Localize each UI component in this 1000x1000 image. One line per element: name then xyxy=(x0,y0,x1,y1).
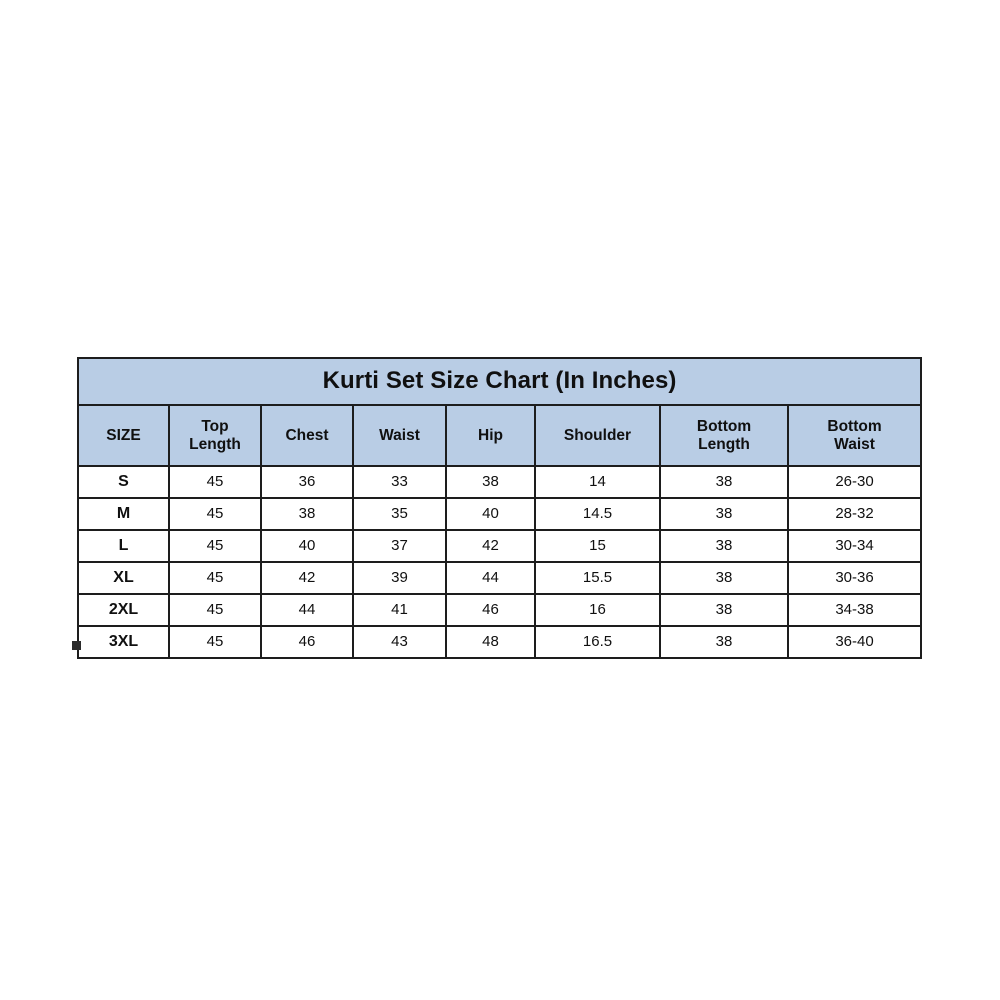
cell-waist: 35 xyxy=(352,497,447,531)
column-header-bottom-length: Bottom Length xyxy=(659,404,789,467)
column-header-bottom-waist-line-1: Bottom xyxy=(827,418,882,436)
cell-shoulder: 15 xyxy=(534,529,661,563)
column-header-size: SIZE xyxy=(77,404,170,467)
column-header-waist-line-1: Waist xyxy=(379,426,420,444)
table-title-row: Kurti Set Size Chart (In Inches) xyxy=(76,357,923,406)
cell-bottom-length: 38 xyxy=(659,561,789,595)
cell-top-length: 45 xyxy=(168,593,262,627)
cell-hip: 48 xyxy=(445,625,536,659)
cell-top-length: 45 xyxy=(168,561,262,595)
column-header-shoulder: Shoulder xyxy=(534,404,661,467)
cell-hip: 40 xyxy=(445,497,536,531)
cell-chest: 42 xyxy=(260,561,354,595)
cell-bottom-length: 38 xyxy=(659,465,789,499)
column-header-bottom-length-line-2: Length xyxy=(698,435,750,453)
cell-waist: 39 xyxy=(352,561,447,595)
cell-bottom-waist: 26-30 xyxy=(786,465,923,499)
cell-bottom-waist: 30-34 xyxy=(786,529,923,563)
cell-top-length: 45 xyxy=(168,625,262,659)
cell-hip: 42 xyxy=(445,529,536,563)
cell-bottom-length: 38 xyxy=(659,593,789,627)
column-header-bottom-waist: Bottom Waist xyxy=(786,404,923,467)
cell-bottom-waist: 34-38 xyxy=(786,593,923,627)
column-header-bottom-waist-line-2: Waist xyxy=(834,435,875,453)
column-header-chest-line-1: Chest xyxy=(285,426,329,444)
table-body: S 45 36 33 38 14 38 26-30 M 45 38 35 40 … xyxy=(77,465,923,659)
table-row: M 45 38 35 40 14.5 38 28-32 xyxy=(77,497,923,531)
cell-bottom-waist: 30-36 xyxy=(786,561,923,595)
cell-waist: 43 xyxy=(352,625,447,659)
cell-size: M xyxy=(77,497,170,531)
column-header-top-length-line-1: Top xyxy=(201,418,229,436)
size-chart-container: Kurti Set Size Chart (In Inches) SIZE To… xyxy=(72,357,923,659)
column-header-chest: Chest xyxy=(260,404,354,467)
table-row: S 45 36 33 38 14 38 26-30 xyxy=(77,465,923,499)
cell-hip: 44 xyxy=(445,561,536,595)
column-header-size-line-1: SIZE xyxy=(106,426,141,444)
cell-bottom-length: 38 xyxy=(659,625,789,659)
table-row: L 45 40 37 42 15 38 30-34 xyxy=(77,529,923,563)
cell-chest: 40 xyxy=(260,529,354,563)
column-header-bottom-length-line-1: Bottom xyxy=(696,418,752,436)
table-row: 2XL 45 44 41 46 16 38 34-38 xyxy=(77,593,923,627)
column-header-top-length: Top Length xyxy=(168,404,262,467)
cell-waist: 37 xyxy=(352,529,447,563)
table-row: XL 45 42 39 44 15.5 38 30-36 xyxy=(77,561,923,595)
cell-shoulder: 16.5 xyxy=(534,625,661,659)
cell-shoulder: 15.5 xyxy=(534,561,661,595)
cell-size: 3XL xyxy=(77,625,170,659)
cell-chest: 44 xyxy=(260,593,354,627)
cell-hip: 46 xyxy=(445,593,536,627)
page-title: Kurti Set Size Chart (In Inches) xyxy=(76,357,923,406)
column-header-top-length-line-2: Length xyxy=(189,435,241,453)
cell-size: L xyxy=(77,529,170,563)
cell-shoulder: 16 xyxy=(534,593,661,627)
cell-bottom-waist: 28-32 xyxy=(786,497,923,531)
cell-top-length: 45 xyxy=(168,529,262,563)
cell-hip: 38 xyxy=(445,465,536,499)
column-header-hip-line-1: Hip xyxy=(478,426,503,444)
cell-size: S xyxy=(77,465,170,499)
cell-size: 2XL xyxy=(77,593,170,627)
cell-chest: 46 xyxy=(260,625,354,659)
cell-shoulder: 14 xyxy=(534,465,661,499)
table-resize-handle[interactable] xyxy=(72,641,81,650)
cell-bottom-waist: 36-40 xyxy=(786,625,923,659)
cell-chest: 38 xyxy=(260,497,354,531)
column-header-hip: Hip xyxy=(445,404,536,467)
cell-chest: 36 xyxy=(260,465,354,499)
size-chart-table: Kurti Set Size Chart (In Inches) SIZE To… xyxy=(76,357,923,659)
column-header-waist: Waist xyxy=(352,404,447,467)
cell-top-length: 45 xyxy=(168,497,262,531)
cell-bottom-length: 38 xyxy=(659,529,789,563)
cell-shoulder: 14.5 xyxy=(534,497,661,531)
cell-top-length: 45 xyxy=(168,465,262,499)
cell-bottom-length: 38 xyxy=(659,497,789,531)
column-header-shoulder-line-1: Shoulder xyxy=(563,426,632,444)
cell-waist: 41 xyxy=(352,593,447,627)
cell-waist: 33 xyxy=(352,465,447,499)
table-header-row: SIZE Top Length Chest Waist Hip Shoulder xyxy=(77,404,923,467)
cell-size: XL xyxy=(77,561,170,595)
table-row: 3XL 45 46 43 48 16.5 38 36-40 xyxy=(77,625,923,659)
